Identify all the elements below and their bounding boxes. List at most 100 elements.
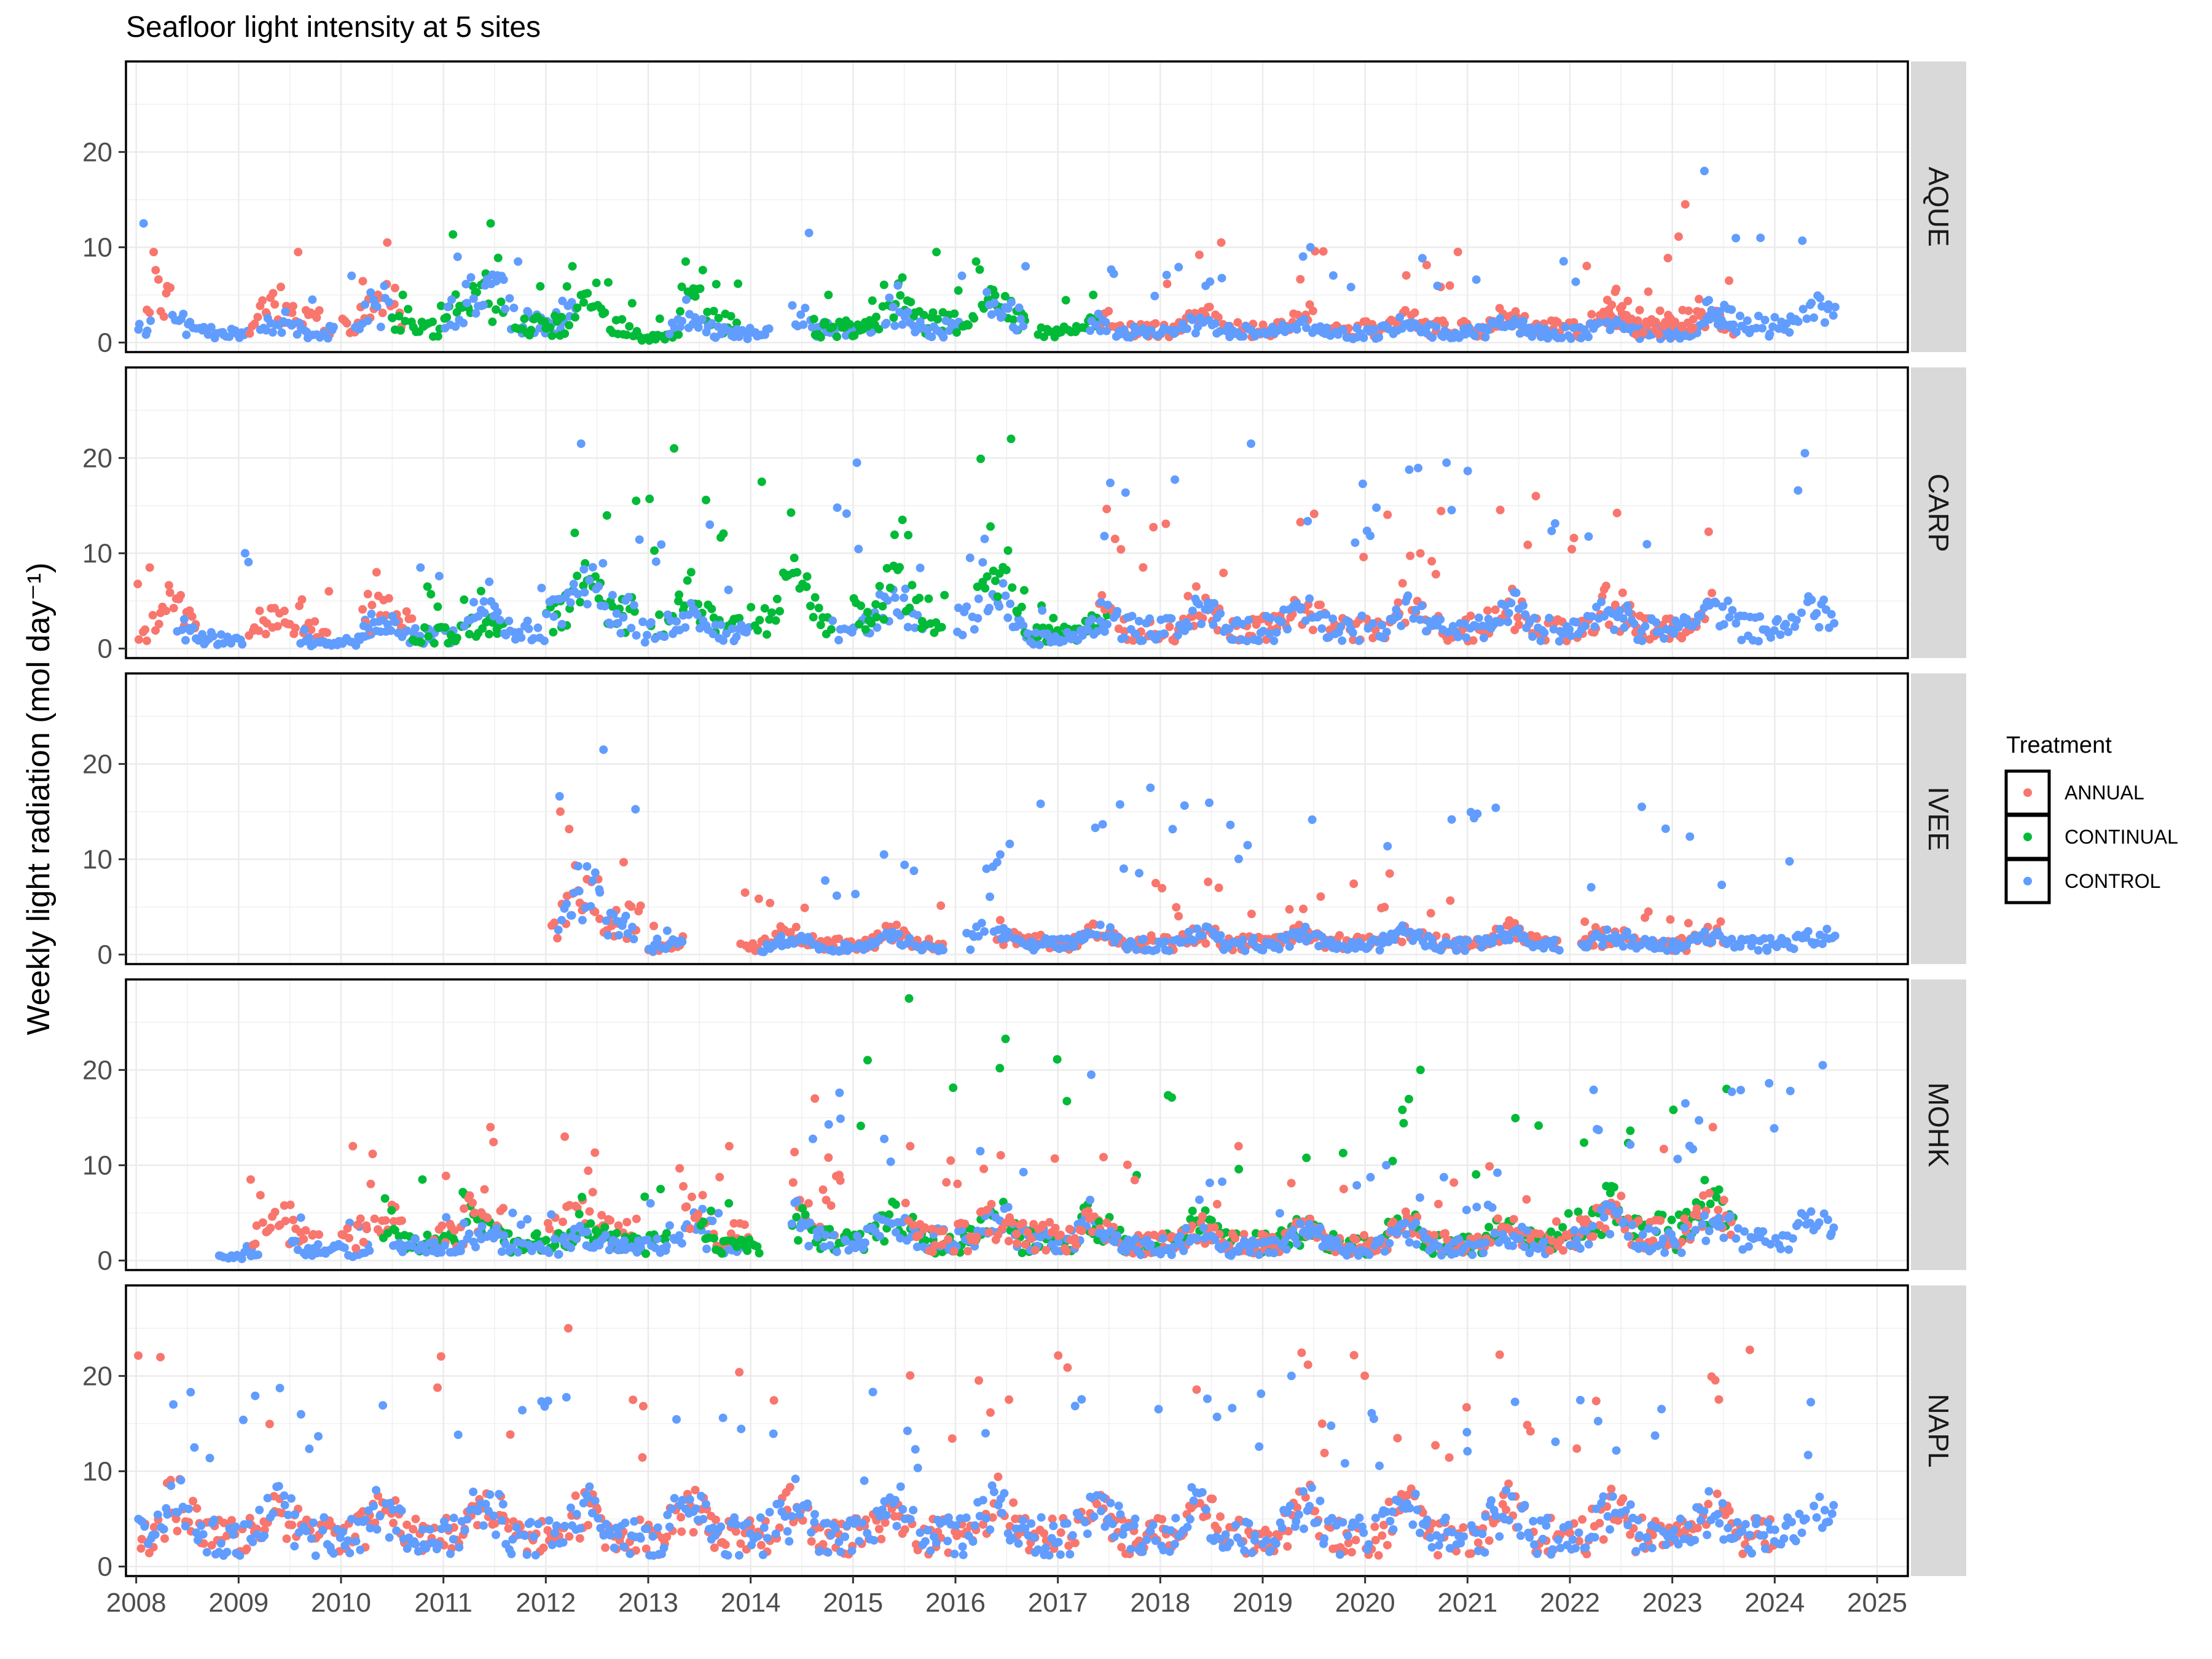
point-control (143, 326, 152, 335)
point-annual (480, 1185, 489, 1194)
point-annual (588, 1188, 597, 1197)
point-control (524, 624, 533, 633)
point-annual (256, 1191, 265, 1200)
point-control (1168, 825, 1177, 834)
point-control (459, 318, 468, 327)
point-control (469, 598, 478, 607)
point-control (1096, 326, 1105, 335)
point-control (1655, 627, 1664, 636)
point-annual (1635, 305, 1644, 315)
point-continual (810, 593, 820, 602)
point-annual (1656, 1216, 1665, 1225)
point-control (885, 293, 894, 302)
point-control (305, 633, 313, 642)
point-continual (890, 530, 899, 539)
point-control (1588, 1222, 1597, 1231)
point-control (1814, 622, 1824, 632)
point-control (879, 850, 888, 859)
point-control (178, 625, 187, 634)
point-control (1822, 925, 1832, 933)
point-annual (1120, 627, 1129, 636)
point-annual (363, 589, 372, 598)
point-control (1351, 538, 1360, 547)
point-annual (1426, 909, 1435, 918)
point-annual (145, 563, 154, 572)
point-annual (1688, 315, 1698, 324)
point-control (1696, 611, 1706, 621)
point-control (1481, 1238, 1490, 1247)
point-control (646, 618, 656, 627)
point-control (632, 631, 641, 640)
point-control (1461, 330, 1470, 339)
point-control (1599, 1213, 1609, 1222)
point-annual (682, 1202, 691, 1211)
point-annual (936, 901, 946, 910)
point-control (1587, 612, 1596, 621)
point-annual (1065, 1225, 1074, 1234)
y-axis-label: Weekly light radiation (mol day⁻¹) (21, 562, 57, 1035)
point-control (1652, 618, 1661, 627)
point-control (1425, 320, 1434, 329)
point-control (1447, 506, 1456, 515)
point-control (1282, 1245, 1291, 1254)
point-control (1298, 252, 1308, 261)
point-annual (362, 1225, 371, 1234)
point-control (1743, 316, 1752, 325)
point-control (1086, 326, 1095, 335)
point-control (366, 288, 375, 297)
point-annual (1406, 551, 1415, 560)
point-control (1514, 925, 1523, 933)
point-control (958, 630, 967, 640)
point-control (1454, 632, 1463, 641)
point-control (1003, 1202, 1013, 1212)
point-control (1049, 935, 1058, 944)
point-control (1740, 1227, 1749, 1236)
point-control (1660, 1248, 1669, 1257)
point-control (1807, 595, 1816, 605)
point-annual (1201, 939, 1210, 948)
point-annual (289, 1215, 298, 1225)
point-control (461, 280, 471, 289)
point-control (277, 328, 286, 337)
point-annual (324, 587, 334, 596)
point-control (480, 608, 489, 618)
point-annual (370, 1214, 379, 1223)
point-continual (1534, 1121, 1543, 1130)
point-continual (465, 630, 474, 639)
point-annual (134, 1351, 143, 1360)
point-control (402, 626, 412, 635)
point-continual (982, 572, 992, 581)
point-annual (187, 612, 197, 621)
point-annual (953, 1179, 962, 1188)
point-continual (1714, 1185, 1724, 1194)
point-control (1483, 326, 1492, 335)
point-control (209, 632, 218, 641)
point-control (980, 535, 989, 544)
point-control (1685, 832, 1695, 841)
point-control (1539, 1237, 1548, 1246)
point-control (1394, 611, 1403, 621)
point-control (806, 1218, 815, 1227)
point-control (1131, 629, 1140, 638)
point-annual (1360, 1231, 1368, 1240)
point-control (628, 922, 637, 931)
point-control (1162, 270, 1171, 280)
point-control (1784, 1245, 1794, 1254)
point-control (203, 330, 213, 339)
point-control (1818, 1061, 1827, 1070)
point-continual (872, 312, 880, 321)
point-control (1222, 1241, 1231, 1249)
point-control (588, 876, 597, 885)
point-control (567, 298, 576, 307)
point-control (1415, 1193, 1424, 1202)
point-control (1172, 326, 1180, 334)
point-annual (1601, 581, 1610, 590)
point-control (505, 294, 514, 303)
point-annual (1308, 626, 1317, 635)
point-control (1092, 930, 1101, 939)
point-control (347, 271, 356, 280)
point-control (1727, 1087, 1736, 1096)
point-control (905, 933, 914, 943)
point-control (1719, 1233, 1728, 1242)
point-control (1269, 636, 1279, 645)
